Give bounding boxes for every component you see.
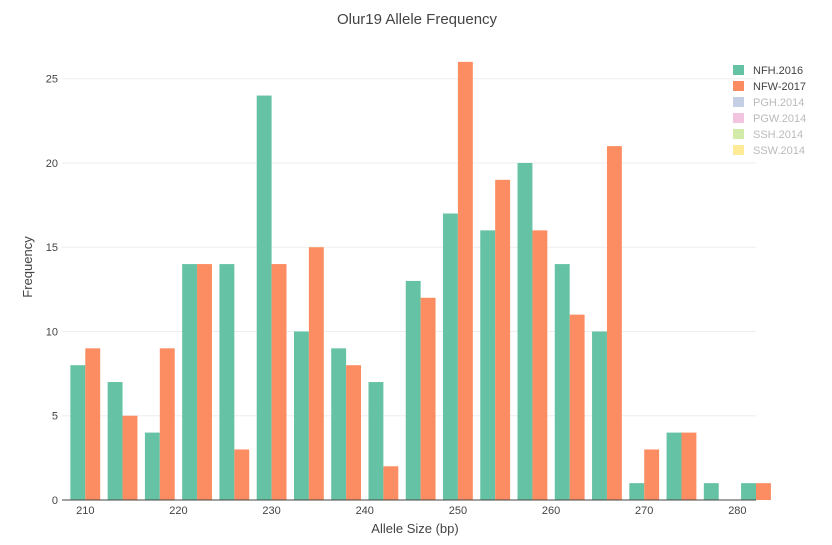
legend-label: NFH.2016: [753, 65, 803, 77]
y-tick-labels: 0 5 10 15 20 25: [46, 74, 58, 507]
bar-nfh-2016[interactable]: [517, 162, 533, 501]
chart-title: Olur19 Allele Frequency: [337, 11, 498, 28]
x-tick-label: 230: [262, 505, 280, 517]
legend-item-nfw-2017[interactable]: NFW-2017: [733, 81, 806, 93]
legend-label: PGW.2014: [753, 113, 806, 125]
bar-nfh-2016[interactable]: [256, 95, 272, 501]
bars: [70, 61, 771, 501]
x-tick-labels: 210 220 230 240 250 260 270 280: [76, 505, 746, 517]
bar-nfw-2017[interactable]: [644, 449, 660, 500]
legend-label: SSW.2014: [753, 145, 805, 157]
legend-item-nfh-2016[interactable]: NFH.2016: [733, 65, 803, 77]
bar-nfw-2017[interactable]: [532, 230, 548, 501]
bar-nfw-2017[interactable]: [197, 264, 212, 500]
legend-label: NFW-2017: [753, 81, 806, 93]
x-axis-title: Allele Size (bp): [371, 521, 458, 536]
y-tick-label: 25: [46, 74, 58, 86]
x-tick-label: 220: [169, 505, 187, 517]
y-tick-label: 0: [52, 495, 58, 507]
bar-nfh-2016[interactable]: [331, 348, 347, 500]
bar-nfh-2016[interactable]: [592, 331, 607, 500]
y-axis-title: Frequency: [20, 236, 35, 298]
y-tick-label: 15: [46, 242, 58, 254]
bar-nfh-2016[interactable]: [70, 365, 86, 500]
bar-nfh-2016[interactable]: [219, 264, 235, 500]
bar-nfh-2016[interactable]: [182, 264, 198, 500]
y-tick-label: 5: [52, 411, 58, 423]
gridlines: [62, 78, 756, 417]
bar-nfw-2017[interactable]: [122, 415, 138, 500]
bar-nfh-2016[interactable]: [293, 331, 309, 500]
legend-label: PGH.2014: [753, 97, 804, 109]
bar-nfh-2016[interactable]: [703, 483, 719, 500]
bar-nfw-2017[interactable]: [457, 61, 473, 500]
bar-nfh-2016[interactable]: [144, 432, 160, 500]
bar-nfh-2016[interactable]: [107, 382, 123, 500]
bar-nfh-2016[interactable]: [666, 432, 682, 500]
bar-nfh-2016[interactable]: [554, 264, 570, 500]
legend-swatch: [733, 129, 744, 139]
bar-nfw-2017[interactable]: [383, 466, 399, 500]
x-tick-label: 280: [728, 505, 746, 517]
bar-nfw-2017[interactable]: [271, 264, 287, 500]
x-tick-label: 240: [356, 505, 374, 517]
legend-swatch: [733, 81, 744, 91]
bar-nfh-2016[interactable]: [480, 230, 496, 501]
legend-item-pgh-2014[interactable]: PGH.2014: [733, 97, 804, 109]
legend-swatch: [733, 113, 744, 123]
bar-nfw-2017[interactable]: [420, 297, 436, 500]
legend-swatch: [733, 65, 744, 75]
y-tick-label: 10: [46, 326, 58, 338]
bar-nfw-2017[interactable]: [346, 365, 362, 500]
legend-label: SSH.2014: [753, 129, 803, 141]
legend-swatch: [733, 145, 744, 155]
legend-item-pgw-2014[interactable]: PGW.2014: [733, 113, 806, 125]
bar-nfh-2016[interactable]: [741, 483, 756, 500]
bar-nfw-2017[interactable]: [569, 314, 585, 500]
legend-item-ssh-2014[interactable]: SSH.2014: [733, 129, 803, 141]
x-tick-label: 260: [542, 505, 560, 517]
legend[interactable]: NFH.2016 NFW-2017 PGH.2014 PGW.2014 SSH.2014…: [733, 65, 806, 157]
bar-nfw-2017[interactable]: [756, 483, 771, 500]
legend-swatch: [733, 97, 744, 107]
bar-nfh-2016[interactable]: [405, 280, 421, 500]
bar-nfh-2016[interactable]: [443, 213, 458, 500]
x-tick-label: 210: [76, 505, 94, 517]
bar-nfw-2017[interactable]: [159, 348, 175, 500]
x-tick-label: 270: [635, 505, 653, 517]
bar-nfw-2017[interactable]: [495, 179, 511, 500]
legend-item-ssw-2014[interactable]: SSW.2014: [733, 145, 805, 157]
bar-nfw-2017[interactable]: [234, 449, 250, 500]
bar-nfw-2017[interactable]: [606, 146, 622, 500]
bar-nfw-2017[interactable]: [681, 432, 697, 500]
bar-nfw-2017[interactable]: [308, 247, 324, 500]
bar-nfw-2017[interactable]: [85, 348, 101, 500]
bar-nfh-2016[interactable]: [629, 483, 645, 500]
x-tick-label: 250: [449, 505, 467, 517]
bar-nfh-2016[interactable]: [368, 382, 384, 500]
y-tick-label: 20: [46, 158, 58, 170]
